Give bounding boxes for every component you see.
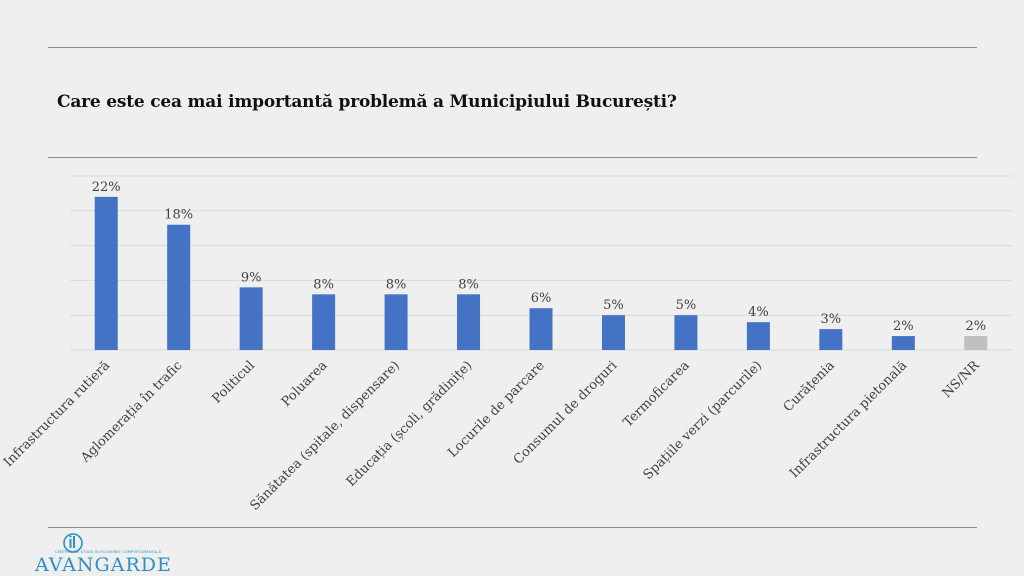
data-label: 2% [893, 319, 914, 334]
data-label: 4% [748, 305, 769, 320]
bar [312, 294, 336, 350]
logo-dot-icon [69, 535, 72, 538]
bar [384, 294, 408, 350]
category-label: Spațiile verzi (parcurile) [641, 358, 766, 483]
data-label: 2% [965, 319, 986, 334]
bar [891, 336, 915, 350]
category-label: Sănătatea (spitale, dispensare) [247, 358, 402, 513]
logo-bar-icon [73, 536, 75, 548]
data-label: 8% [458, 277, 479, 292]
bar [239, 287, 263, 350]
logo-wordmark: AVANGARDE [35, 554, 172, 576]
category-label: Poluarea [279, 358, 331, 410]
page-title: Care este cea mai importantă problemă a … [57, 92, 677, 112]
category-label: Educația (școli, grădinițe) [344, 358, 476, 490]
logo-tagline: CENTRUL DE STUDII ÎN ECONOMIE COMPORTAME… [55, 550, 162, 554]
category-label: NS/NR [940, 357, 984, 401]
bar [819, 329, 843, 350]
data-label: 8% [386, 277, 407, 292]
avangarde-logo [63, 533, 83, 553]
data-label: 5% [676, 298, 697, 313]
bar [457, 294, 481, 350]
logo-bar-icon [69, 539, 72, 548]
data-label: 6% [531, 291, 552, 306]
top-divider [48, 47, 977, 48]
category-label: Curățenia [781, 358, 838, 415]
bar [601, 315, 625, 350]
data-label: 5% [603, 298, 624, 313]
bar [746, 322, 770, 350]
bar [964, 336, 988, 350]
bar [94, 196, 118, 350]
data-label: 22% [92, 180, 121, 195]
bottom-divider [48, 527, 977, 528]
category-label: Politicul [210, 358, 258, 406]
category-label: Termoficarea [621, 358, 693, 430]
bar [674, 315, 698, 350]
bar [529, 308, 553, 350]
category-label: Infrastructura pietonală [787, 358, 910, 481]
data-label: 9% [241, 270, 262, 285]
data-label: 8% [313, 277, 334, 292]
data-label: 3% [821, 312, 842, 327]
bar [167, 224, 191, 350]
title-divider [48, 157, 977, 158]
logo-circle-icon [63, 533, 83, 553]
data-label: 18% [164, 208, 193, 223]
